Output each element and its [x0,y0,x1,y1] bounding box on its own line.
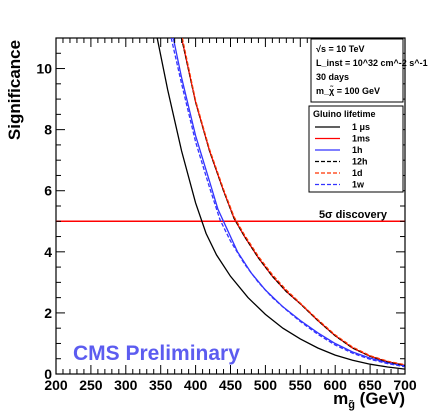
series-line-1d [181,38,405,366]
series-line-12h [180,38,405,367]
series-line-1w [170,38,405,368]
x-tick-label: 350 [149,377,173,393]
x-tick-label: 650 [358,377,382,393]
legend-entry-label: 1ms [352,134,370,144]
legend-entry-label: 1w [352,180,365,190]
y-tick-label: 10 [36,61,52,77]
x-tick-label: 300 [114,377,138,393]
x-tick-label: 700 [393,377,417,393]
info-line: m_χ̃ = 100 GeV [316,85,380,96]
legend-entry-label: 1h [352,145,363,155]
x-tick-label: 200 [44,377,68,393]
y-tick-label: 4 [44,244,52,260]
x-axis-title-unit: (GeV) [355,389,405,408]
legend-title: Gluino lifetime [313,109,376,119]
y-tick-label: 0 [44,366,52,382]
x-axis-title-sub: g̃ [348,399,355,411]
x-tick-label: 400 [184,377,208,393]
info-line: 30 days [316,72,349,82]
x-axis-title: mg̃ (GeV) [333,389,405,411]
axis-ticks [55,37,406,375]
y-tick-label: 6 [44,183,52,199]
tick-labels: 200 250 300 350 400 450 500 550 600 650 700 0 2 4 6 8 10 [36,61,416,393]
series-line-1μs [156,38,405,370]
legend-entry-label: 1 μs [352,122,370,132]
y-tick-label: 2 [44,305,52,321]
info-line: √s = 10 TeV [316,44,365,54]
legend-entry-label: 12h [352,157,368,167]
x-tick-label: 550 [289,377,313,393]
y-tick-label: 8 [44,122,52,138]
series-group [156,38,405,370]
legend-entry-label: 1d [352,168,363,178]
y-axis-title: Significance [5,40,24,140]
x-axis-title-main: m [333,389,348,408]
x-tick-label: 250 [79,377,103,393]
x-tick-label: 500 [254,377,278,393]
discovery-label: 5σ discovery [319,209,388,221]
info-line: L_inst = 10^32 cm^-2 s^-1 [316,58,428,68]
info-box: √s = 10 TeV L_inst = 10^32 cm^-2 s^-1 30… [310,38,428,103]
cms-preliminary-label: CMS Preliminary [73,342,240,365]
x-tick-label: 600 [324,377,348,393]
x-tick-label: 450 [219,377,243,393]
